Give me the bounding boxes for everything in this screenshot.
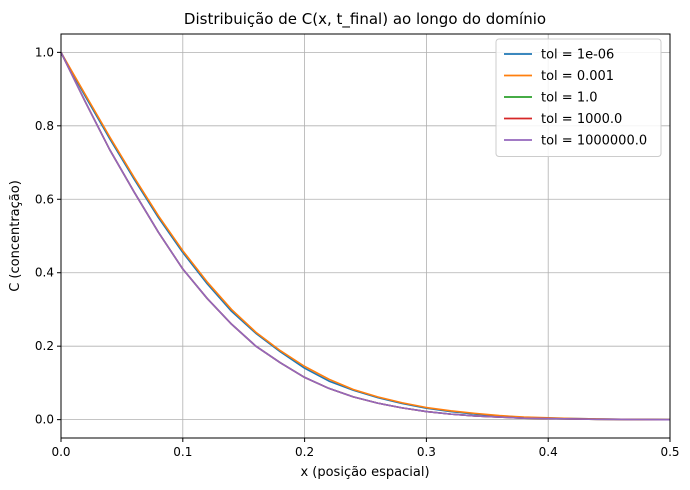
x-tick-label: 0.1 [173, 445, 192, 459]
series-line [60, 52, 671, 421]
y-tick-label: 0.0 [35, 413, 54, 427]
y-axis-label: C (concentração) [8, 180, 23, 292]
plot-frame [60, 33, 671, 439]
y-tick-label: 0.2 [35, 339, 54, 353]
legend-label: tol = 1000000.0 [541, 134, 647, 149]
legend-label: tol = 1e-06 [541, 48, 614, 63]
y-axis-ticks: 0.0 0.2 0.4 0.6 0.8 1.0 [35, 45, 61, 427]
x-axis-label: x (posição espacial) [300, 465, 429, 480]
legend: tol = 1e-06 tol = 0.001 tol = 1.0 tol = 100… [495, 38, 662, 157]
y-tick-label: 0.4 [35, 266, 54, 280]
y-tick-label: 0.8 [35, 119, 54, 133]
legend-label: tol = 1.0 [541, 91, 598, 106]
x-axis-ticks: 0.0 0.1 0.2 0.3 0.4 0.5 [51, 438, 680, 459]
x-tick-label: 0.3 [417, 445, 436, 459]
x-tick-label: 0.5 [660, 445, 679, 459]
x-tick-label: 0.0 [51, 445, 70, 459]
legend-label: tol = 0.001 [541, 69, 614, 84]
x-tick-label: 0.4 [539, 445, 558, 459]
series-lines [60, 51, 671, 421]
y-tick-label: 1.0 [35, 45, 54, 59]
legend-label: tol = 1000.0 [541, 112, 622, 127]
legend-box [495, 38, 662, 157]
chart-title: Distribuição de C(x, t_final) ao longo d… [184, 10, 546, 29]
y-tick-label: 0.6 [35, 192, 54, 206]
x-tick-label: 0.2 [295, 445, 314, 459]
